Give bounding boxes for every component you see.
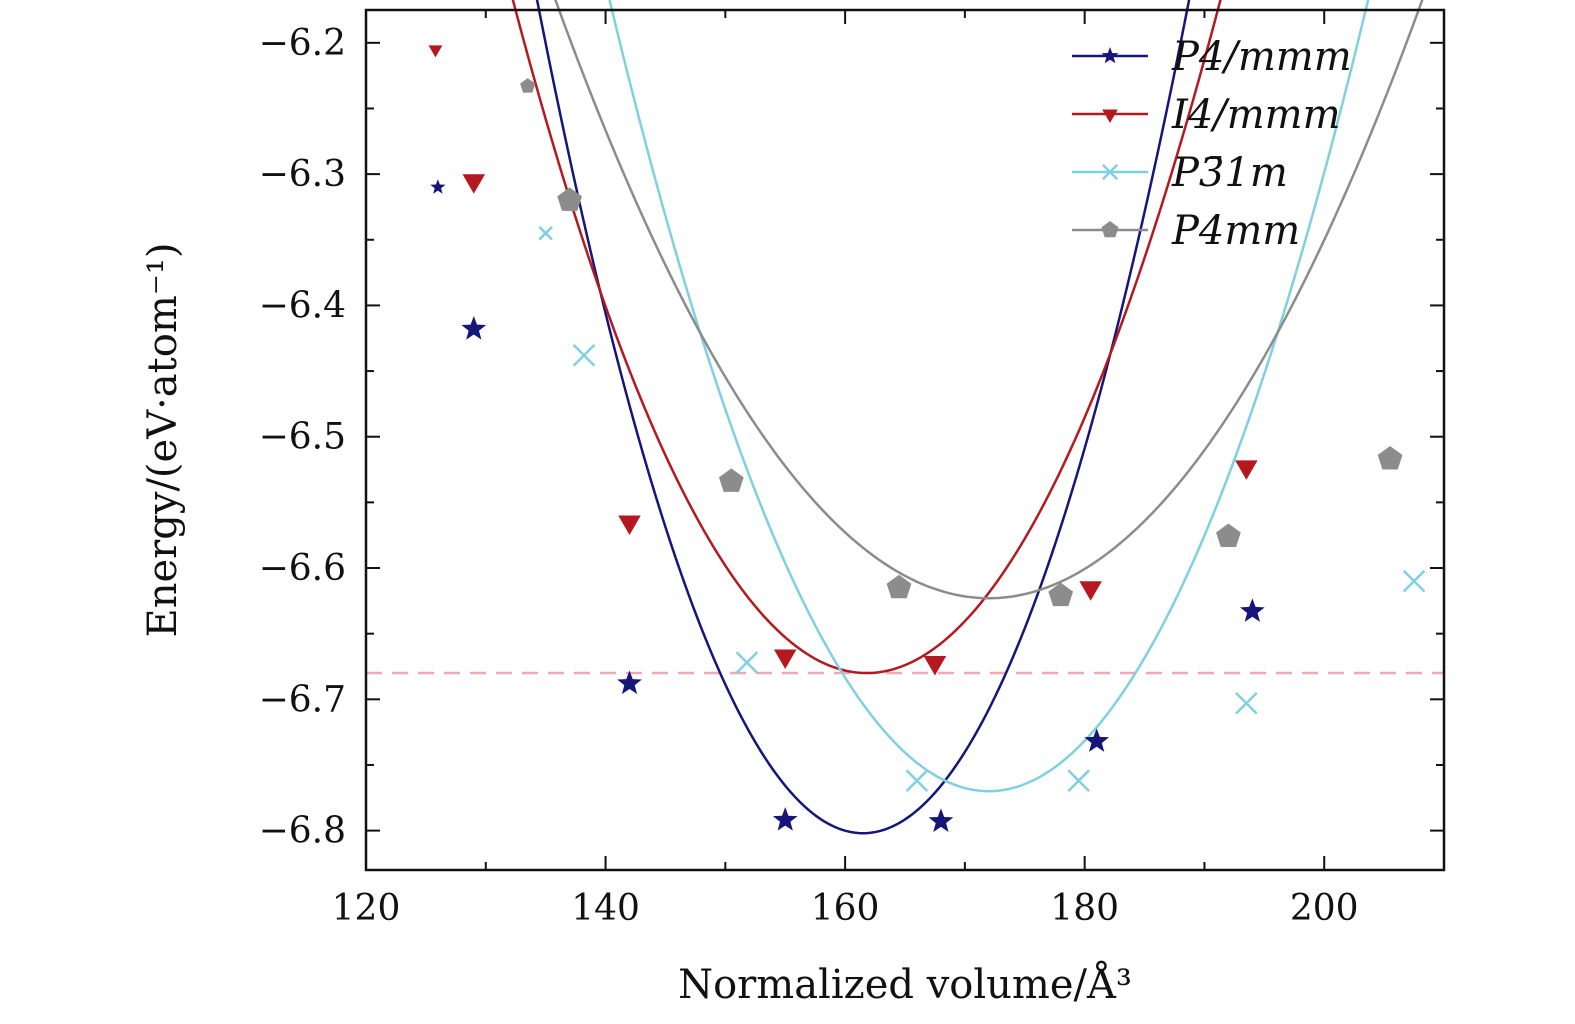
x-tick-label: 200	[1290, 888, 1359, 929]
plot-frame	[364, 8, 1446, 872]
data-point	[557, 187, 582, 211]
y-tick-label: −6.8	[259, 811, 346, 852]
data-point	[1216, 523, 1241, 548]
legend-marker	[1101, 163, 1119, 181]
legend-label: P4/mmm	[1171, 34, 1352, 80]
y-tick-label: −6.4	[259, 285, 346, 326]
x-tick-label: 180	[1050, 888, 1119, 929]
legend-label: P3̄1m	[1171, 150, 1288, 196]
x-tick-label: 160	[811, 888, 880, 929]
x-tick-label: 120	[332, 888, 401, 929]
data-point	[538, 225, 553, 241]
data-point	[618, 515, 641, 536]
x-axis-title: Normalized volume/Å³	[678, 961, 1132, 1008]
data-point	[1235, 691, 1258, 715]
data-point	[1067, 769, 1090, 793]
data-point	[1239, 598, 1265, 622]
data-point	[773, 649, 797, 669]
series-curve	[554, 0, 1424, 600]
x-tick-label: 140	[571, 888, 640, 929]
data-point	[886, 574, 912, 599]
legend-marker	[1102, 109, 1118, 123]
data-point	[572, 344, 596, 367]
series-curve	[511, 0, 1222, 675]
data-point	[772, 807, 798, 831]
y-axis-title: Energy/(eV·atom⁻¹)	[140, 243, 186, 638]
data-point	[1235, 460, 1258, 480]
data-point	[1048, 582, 1074, 607]
data-point	[923, 656, 947, 676]
legend-label: P4mm	[1171, 208, 1300, 254]
data-point	[1079, 581, 1102, 601]
tick-layer	[365, 10, 1445, 870]
y-tick-label: −6.3	[259, 154, 346, 195]
y-tick-label: −6.6	[259, 548, 346, 589]
data-point	[617, 670, 642, 695]
data-point	[735, 651, 759, 674]
marker-layer	[428, 45, 1426, 832]
legend: P4/mmm I4/mmm P3̄1m P4mm	[1072, 34, 1352, 254]
data-point	[462, 174, 486, 194]
data-point	[520, 78, 536, 93]
tick-label-layer: 120 140 160 180 200 −6.2 −6.3 −6.4 −6.5 −6.6 −6.7 −…	[259, 23, 1359, 929]
y-tick-label: −6.5	[259, 417, 346, 458]
data-point	[718, 468, 744, 492]
legend-marker	[1101, 47, 1119, 64]
legend-label: I4/mmm	[1171, 92, 1341, 138]
data-point	[1402, 569, 1426, 593]
y-tick-label: −6.7	[259, 679, 346, 720]
data-point	[1377, 446, 1403, 470]
data-point	[1084, 728, 1110, 752]
data-point	[905, 769, 929, 793]
data-point	[430, 179, 446, 194]
y-tick-label: −6.2	[259, 23, 346, 64]
data-point	[461, 316, 487, 340]
legend-marker	[1101, 221, 1119, 238]
data-point	[428, 45, 443, 58]
series-curve	[608, 0, 1370, 793]
data-point	[928, 808, 954, 832]
